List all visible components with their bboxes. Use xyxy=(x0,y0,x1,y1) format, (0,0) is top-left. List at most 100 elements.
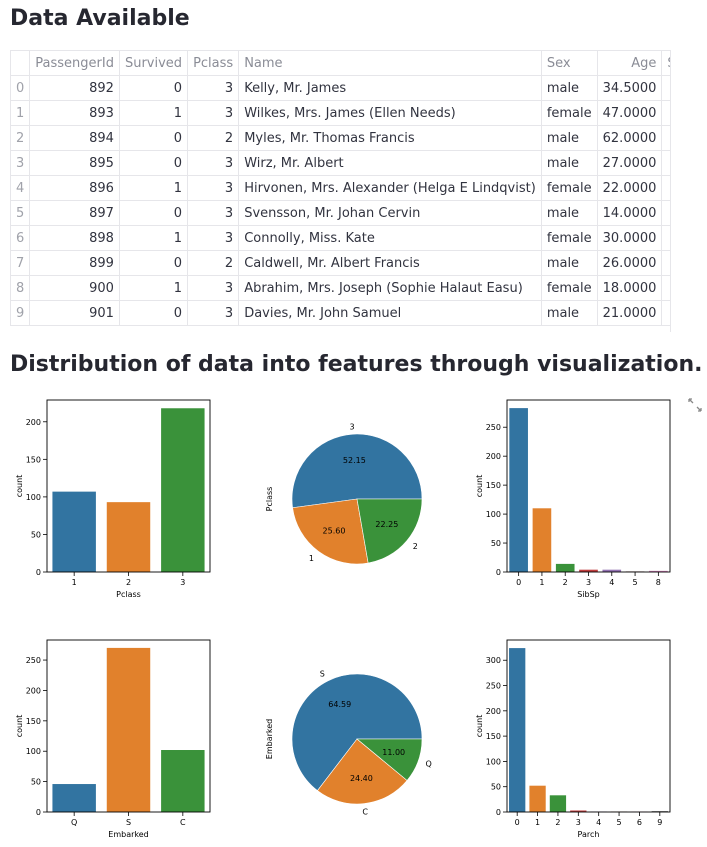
table-cell: 3 xyxy=(10,150,31,176)
y-tick-label: 200 xyxy=(26,418,41,427)
table-cell: 4 xyxy=(10,175,31,201)
table-cell: 21.0000 xyxy=(596,300,663,326)
table-cell: Davies, Mr. John Samuel xyxy=(238,300,542,326)
x-tick-label: 2 xyxy=(555,818,560,827)
table-cell: 1 xyxy=(118,225,189,251)
table-cell: Wilkes, Mrs. James (Ellen Needs) xyxy=(238,100,542,126)
table-cell xyxy=(661,200,670,226)
table-cell: 1 xyxy=(118,100,189,126)
table-cell: 3 xyxy=(187,100,240,126)
table-cell: 0 xyxy=(118,300,189,326)
pie-slice xyxy=(291,673,423,792)
table-cell: Myles, Mr. Thomas Francis xyxy=(238,125,542,151)
bar xyxy=(52,784,96,812)
table-cell: 896 xyxy=(29,175,120,201)
pie-label: Q xyxy=(425,760,431,769)
y-axis-label: count xyxy=(475,475,484,498)
x-tick-label: 5 xyxy=(617,818,622,827)
y-tick-label: 0 xyxy=(36,568,41,577)
table-cell: 0 xyxy=(118,150,189,176)
bar xyxy=(651,810,668,812)
x-tick-label: 1 xyxy=(72,578,77,587)
y-tick-label: 250 xyxy=(486,682,501,691)
pie-pct-label: 52.15 xyxy=(343,456,366,465)
embarked-bar-chart: 0 50 100 150 200 250 Q S C Embarked count xyxy=(15,639,211,839)
y-tick-label: 200 xyxy=(486,452,501,461)
sibsp-bar-chart: 0 50 100 150 200 250 0 1 2 3 4 5 8 SibSp count xyxy=(475,399,671,599)
plot-frame xyxy=(506,399,671,573)
pie-label: C xyxy=(362,807,368,816)
table-cell: 30.0000 xyxy=(596,225,663,251)
y-tick-label: 100 xyxy=(26,747,41,756)
bar xyxy=(161,750,205,812)
y-tick-label: 50 xyxy=(491,783,501,792)
table-row: 5 897 0 3 Svensson, Mr. Johan Cervin male 14.0… xyxy=(10,200,670,226)
table-cell: 2 xyxy=(187,125,240,151)
pie-pct-label: 24.40 xyxy=(350,774,373,783)
table-cell: Kelly, Mr. James xyxy=(238,75,542,101)
table-cell: 47.0000 xyxy=(596,100,663,126)
table-row: 7 899 0 2 Caldwell, Mr. Albert Francis male 26… xyxy=(10,250,670,276)
y-tick-label: 150 xyxy=(26,717,41,726)
table-cell: 2 xyxy=(187,250,240,276)
y-tick-label: 100 xyxy=(486,757,501,766)
table-cell: 26.0000 xyxy=(596,250,663,276)
column-header[interactable]: Age xyxy=(596,50,663,76)
column-header[interactable]: Sex xyxy=(540,50,598,76)
table-header-row: PassengerIdSurvivedPclassNameSexAgeSibS xyxy=(10,50,670,76)
data-table[interactable]: PassengerIdSurvivedPclassNameSexAgeSibS … xyxy=(10,50,671,332)
bar xyxy=(106,647,151,812)
table-cell xyxy=(661,125,670,151)
bar xyxy=(529,785,546,812)
column-header[interactable] xyxy=(10,50,31,76)
table-cell: 8 xyxy=(10,275,31,301)
bar xyxy=(161,408,205,572)
x-tick-label: 2 xyxy=(563,578,568,587)
table-cell: 900 xyxy=(29,275,120,301)
page-title: Data Available xyxy=(10,6,190,31)
pie-slice xyxy=(317,738,408,805)
table-row: 4 896 1 3 Hirvonen, Mrs. Alexander (Helga E … xyxy=(10,175,670,201)
pie-label: 1 xyxy=(309,554,314,563)
table-cell: 1 xyxy=(10,100,31,126)
table-cell: 3 xyxy=(187,75,240,101)
column-header[interactable]: SibS xyxy=(661,50,670,76)
table-cell: Svensson, Mr. Johan Cervin xyxy=(238,200,542,226)
column-header[interactable]: Survived xyxy=(118,50,189,76)
y-tick-label: 50 xyxy=(31,778,41,787)
table-cell: 0 xyxy=(118,200,189,226)
column-header[interactable]: PassengerId xyxy=(29,50,120,76)
y-tick-label: 0 xyxy=(36,808,41,817)
bar xyxy=(570,810,587,812)
table-cell: 895 xyxy=(29,150,120,176)
table-cell: male xyxy=(540,200,598,226)
table-cell: male xyxy=(540,150,598,176)
table-cell xyxy=(661,250,670,276)
bar xyxy=(532,508,552,572)
table-row: 6 898 1 3 Connolly, Miss. Kate female 30.0000 xyxy=(10,225,670,251)
y-tick-label: 0 xyxy=(496,808,501,817)
table-cell: 898 xyxy=(29,225,120,251)
column-header[interactable]: Pclass xyxy=(187,50,240,76)
pie-slice xyxy=(356,498,423,564)
pie-pct-label: 22.25 xyxy=(375,520,398,529)
table-cell: 899 xyxy=(29,250,120,276)
table-cell: 897 xyxy=(29,200,120,226)
column-header[interactable]: Name xyxy=(238,50,542,76)
y-axis-label: count xyxy=(15,715,24,738)
x-tick-label: 4 xyxy=(609,578,614,587)
y-tick-label: 150 xyxy=(26,455,41,464)
y-axis-label: count xyxy=(15,475,24,498)
table-cell: 893 xyxy=(29,100,120,126)
x-tick-label: C xyxy=(180,818,186,827)
table-cell: Connolly, Miss. Kate xyxy=(238,225,542,251)
table-cell: 27.0000 xyxy=(596,150,663,176)
table-cell: female xyxy=(540,175,598,201)
table-cell xyxy=(661,225,670,251)
plot-frame xyxy=(46,639,211,813)
plot-frame xyxy=(506,639,671,813)
y-tick-label: 300 xyxy=(486,656,501,665)
table-cell: male xyxy=(540,75,598,101)
x-tick-label: 1 xyxy=(535,818,540,827)
fullscreen-icon[interactable] xyxy=(687,397,703,413)
